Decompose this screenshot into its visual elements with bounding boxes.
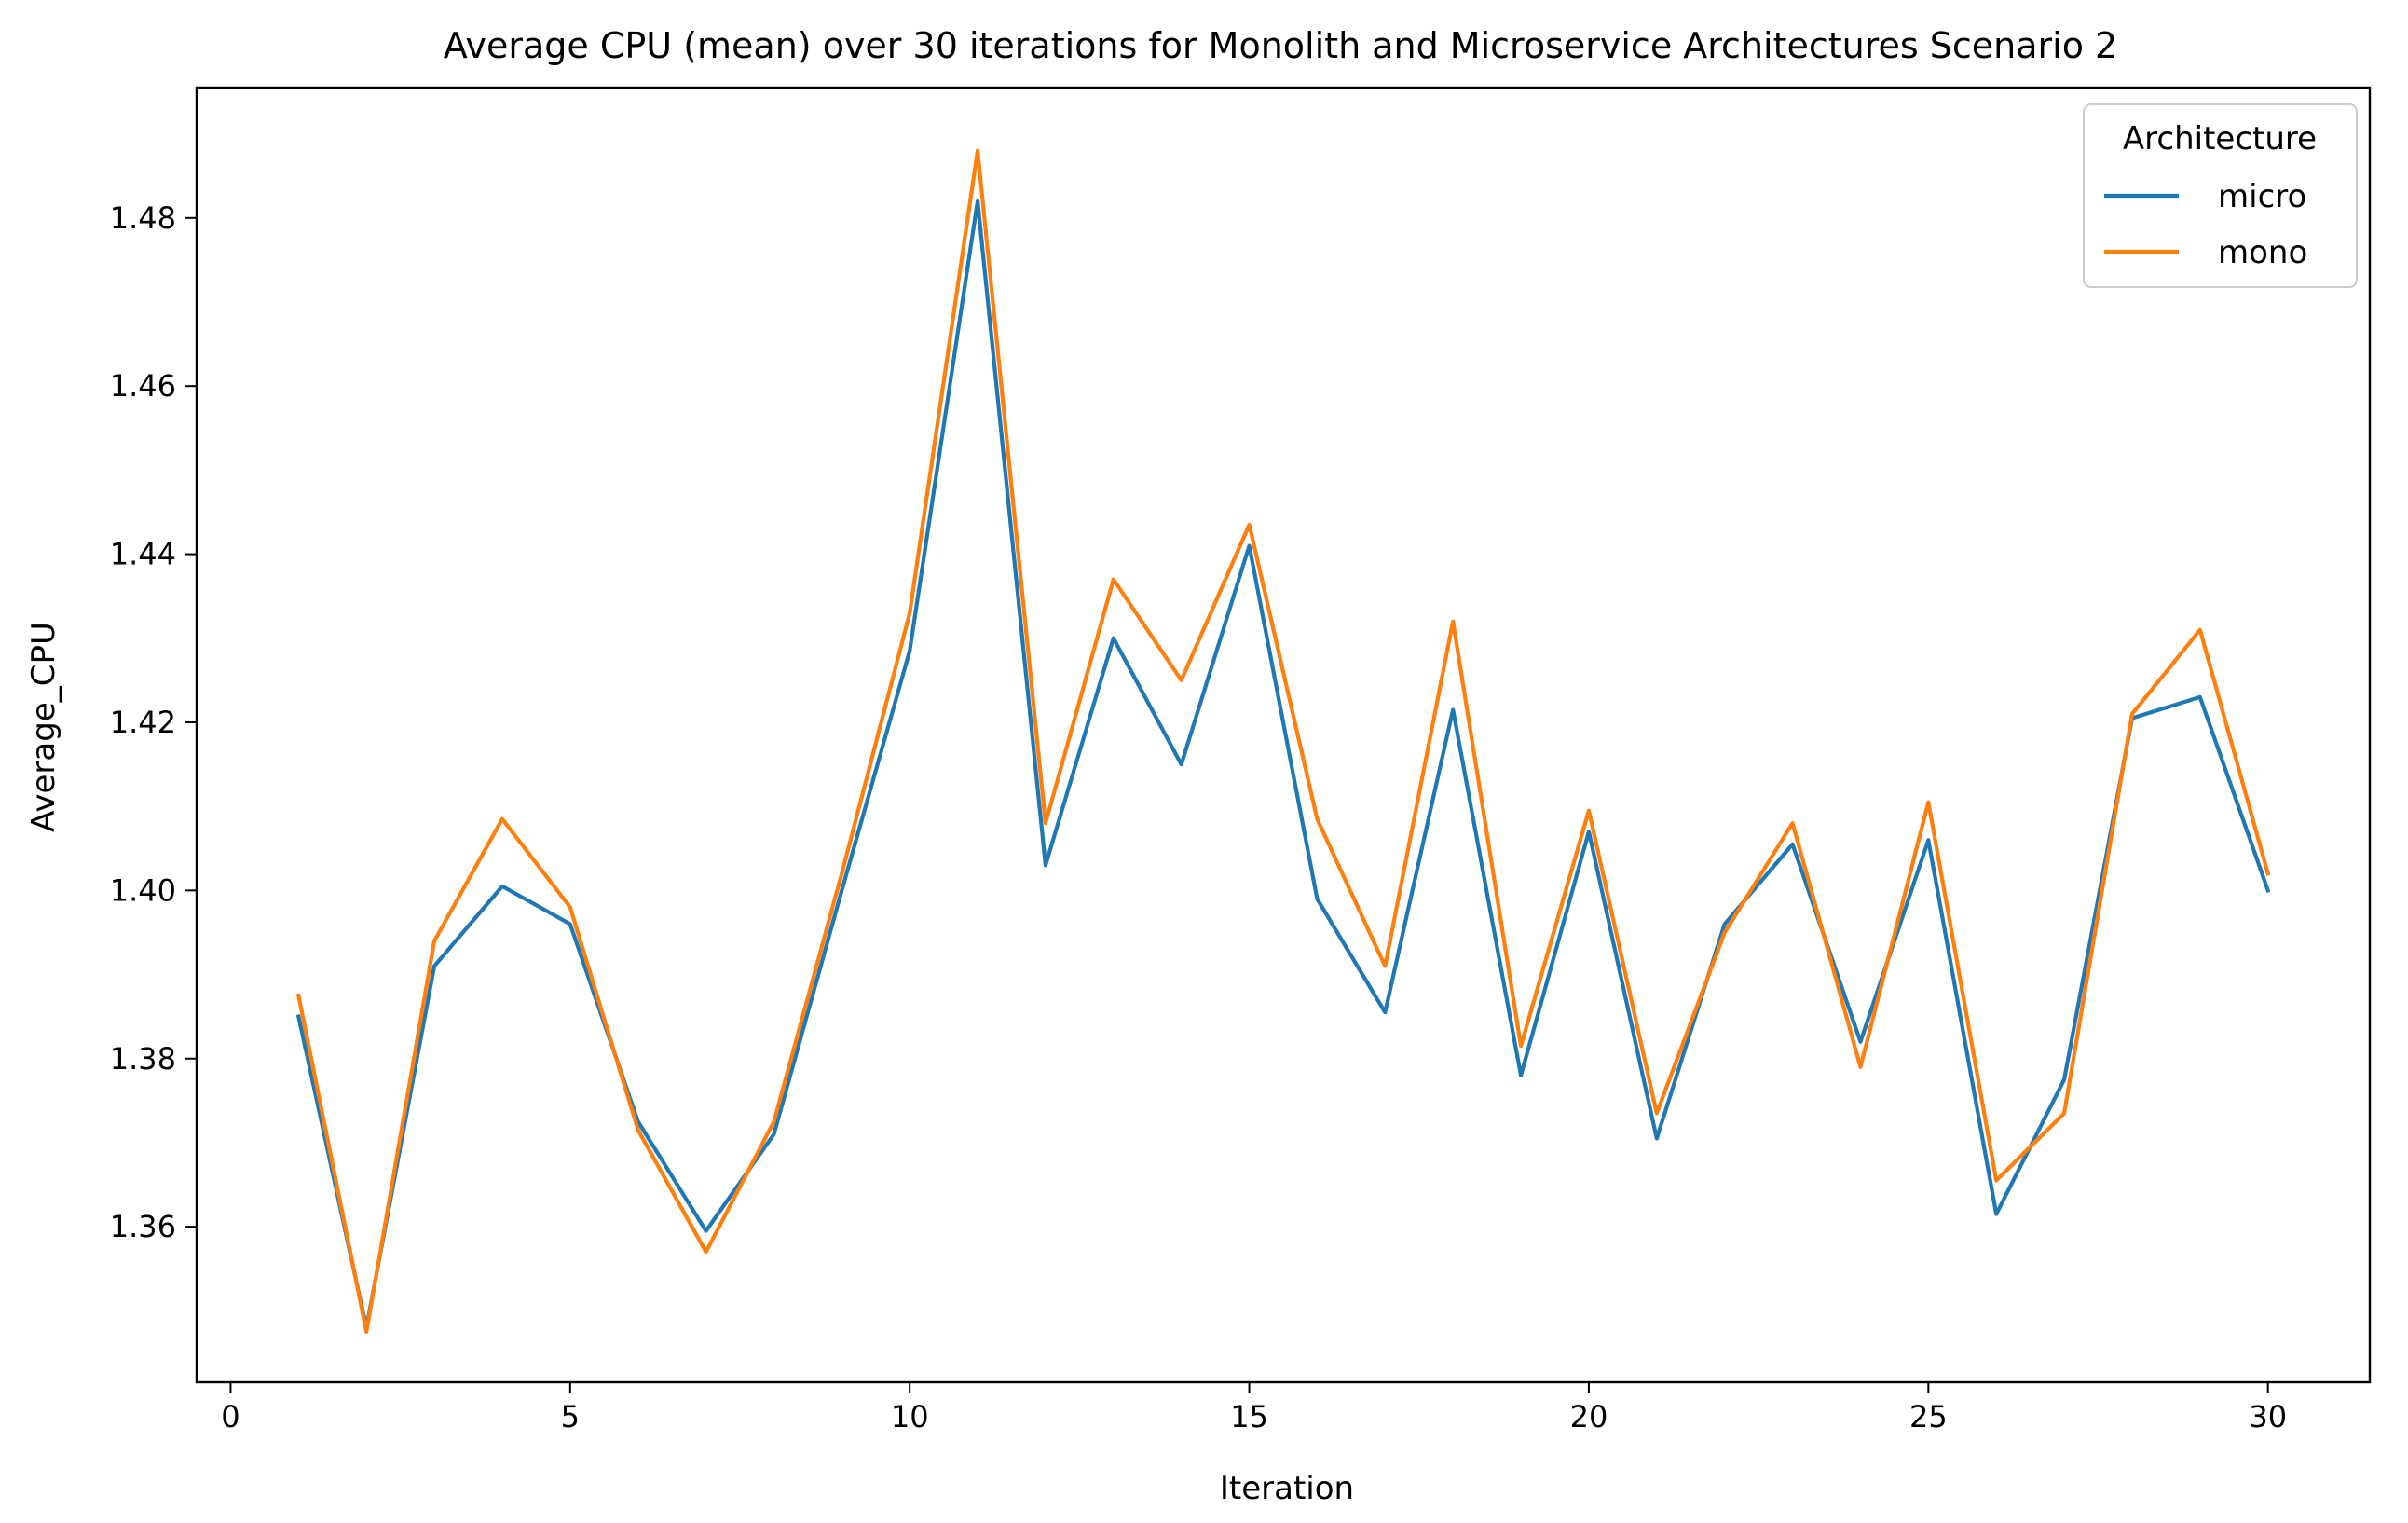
x-axis: 0 5 10 15 20 25 30	[221, 1382, 2287, 1434]
x-tick-label: 15	[1230, 1399, 1268, 1434]
plot-area	[195, 86, 2372, 1384]
legend-box	[2083, 103, 2358, 288]
chart-title: Average CPU (mean) over 30 iterations fo…	[444, 25, 2118, 66]
x-tick-label: 0	[221, 1399, 239, 1434]
y-tick-label: 1.48	[110, 200, 176, 236]
legend-entries: micro mono	[2104, 178, 2307, 271]
legend-title: Architecture	[2123, 120, 2317, 158]
legend: Architecture micro mono	[2083, 103, 2358, 288]
x-tick-label: 5	[561, 1399, 580, 1434]
x-axis-label: Iteration	[1220, 1470, 1354, 1507]
x-tick-label: 25	[1909, 1399, 1948, 1434]
y-tick-label: 1.36	[110, 1209, 176, 1244]
y-axis: 1.36 1.38 1.40 1.42 1.44 1.46 1.48	[110, 200, 197, 1244]
x-tick-label: 10	[891, 1399, 929, 1434]
plot-frame	[195, 86, 2372, 1384]
series-line-mono	[295, 148, 2271, 1334]
y-axis-label: Average_CPU	[25, 622, 62, 832]
y-tick-label: 1.46	[110, 368, 176, 404]
x-tick-label: 20	[1570, 1399, 1608, 1434]
y-tick-label: 1.42	[110, 705, 176, 740]
legend-label-micro: micro	[2218, 178, 2306, 215]
y-tick-label: 1.38	[110, 1041, 176, 1077]
y-tick-label: 1.40	[110, 872, 176, 908]
x-tick-label: 30	[2249, 1399, 2287, 1434]
legend-label-mono: mono	[2218, 234, 2307, 271]
y-tick-label: 1.44	[110, 537, 176, 572]
series-layer	[295, 148, 2271, 1334]
